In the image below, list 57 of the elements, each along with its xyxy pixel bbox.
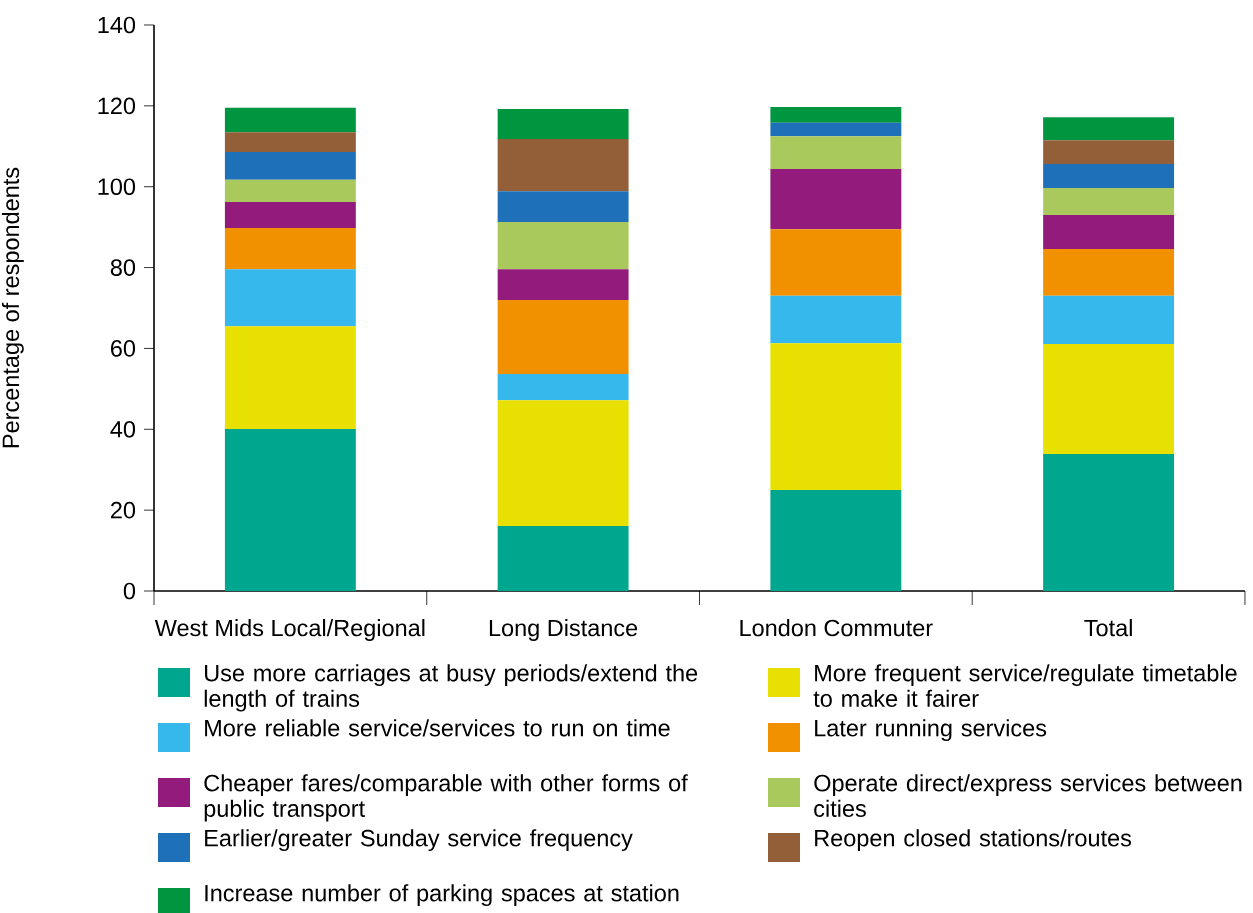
bar bbox=[770, 122, 902, 137]
y-tick-label: 20 bbox=[111, 501, 136, 519]
bar bbox=[770, 229, 902, 296]
bar bbox=[497, 299, 629, 374]
x-tick-label: Long Distance bbox=[489, 619, 638, 641]
bar bbox=[1043, 164, 1175, 188]
y-tick-label: 40 bbox=[110, 420, 136, 438]
bar bbox=[224, 179, 356, 203]
bar bbox=[497, 109, 629, 139]
bar bbox=[497, 221, 629, 270]
bar bbox=[1043, 187, 1175, 216]
bar bbox=[770, 295, 902, 344]
bar bbox=[224, 326, 356, 429]
bar bbox=[224, 269, 356, 327]
bar bbox=[770, 168, 902, 230]
bar bbox=[224, 107, 356, 133]
legend-label: More frequent service/regulate timetable to make it fairer bbox=[813, 664, 1237, 707]
x-tick-label: Total bbox=[1084, 619, 1132, 637]
legend-label: Cheaper fares/comparable with other forms of public transport bbox=[204, 774, 688, 822]
legend-label: Earlier/greater Sunday service frequency bbox=[205, 829, 633, 852]
legend-label: Later running services bbox=[815, 719, 1047, 742]
bar bbox=[770, 136, 902, 169]
bar bbox=[1043, 295, 1175, 344]
bar bbox=[497, 269, 629, 300]
bar bbox=[1043, 453, 1175, 591]
bar bbox=[224, 202, 356, 228]
bar bbox=[497, 139, 629, 192]
bar bbox=[1043, 140, 1175, 165]
bar bbox=[224, 151, 356, 180]
y-tick-label: 100 bbox=[98, 178, 136, 196]
x-tick-label: West Mids Local/Regional bbox=[154, 619, 425, 641]
y-tick-label: 140 bbox=[98, 16, 136, 34]
bar bbox=[770, 343, 902, 490]
bar bbox=[497, 400, 629, 526]
y-tick-label: 80 bbox=[110, 259, 136, 276]
y-tick-label: 0 bbox=[123, 582, 136, 600]
bar bbox=[497, 373, 629, 401]
legend-label: Reopen closed stations/routes bbox=[815, 829, 1132, 852]
y-axis-title: Percentage of respondents bbox=[1, 167, 24, 448]
y-tick-label: 120 bbox=[98, 97, 136, 115]
bar bbox=[497, 191, 629, 222]
bar bbox=[1043, 117, 1175, 141]
bar bbox=[1043, 343, 1175, 454]
bar bbox=[224, 132, 356, 152]
bar bbox=[224, 428, 356, 591]
x-tick-label: London Commuter bbox=[740, 619, 933, 637]
bar bbox=[224, 227, 356, 270]
bar bbox=[497, 525, 629, 591]
legend-label: More reliable service/services to run on time bbox=[205, 719, 670, 737]
bar bbox=[1043, 215, 1175, 249]
y-tick-label: 60 bbox=[111, 340, 136, 357]
legend-label: Increase number of parking spaces at station bbox=[205, 884, 679, 907]
legend-label: Use more carriages at busy periods/extend the length of trains bbox=[204, 664, 698, 712]
legend-label: Operate direct/express services between cities bbox=[814, 774, 1242, 817]
bar bbox=[770, 489, 902, 591]
bar bbox=[1043, 248, 1175, 296]
bar bbox=[770, 107, 902, 123]
